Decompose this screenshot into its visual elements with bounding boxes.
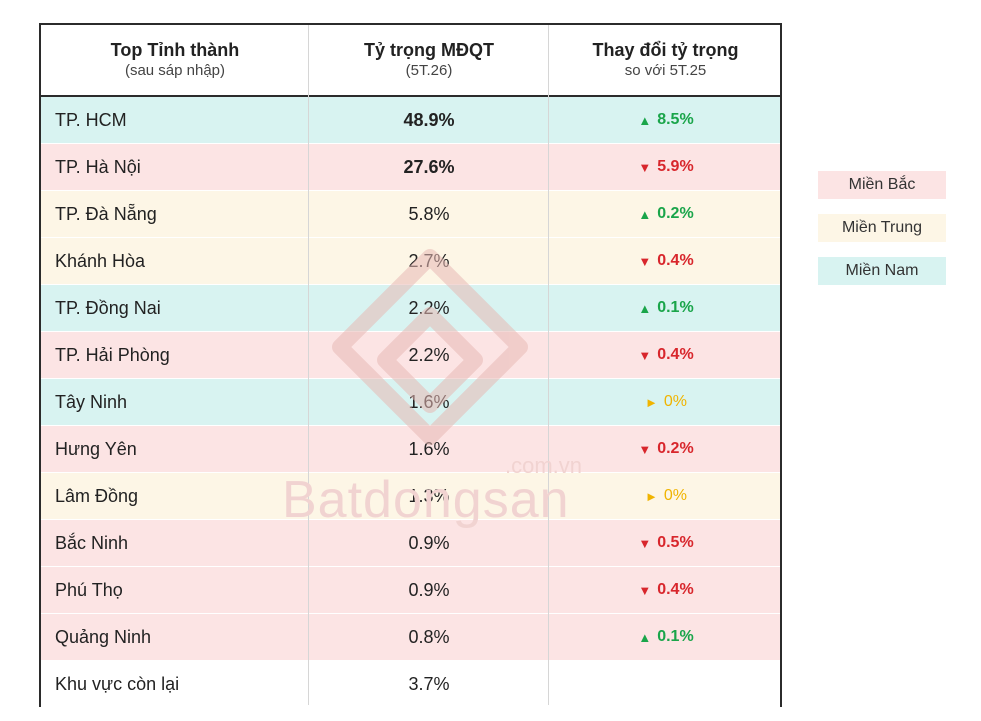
- table-row: Lâm Đồng 1.3% ► 0%: [41, 473, 780, 520]
- down-arrow-icon: ▼: [638, 159, 652, 175]
- change-value: 8.5%: [657, 111, 694, 128]
- table-row: TP. Hà Nội 27.6% ▼ 5.9%: [41, 144, 780, 191]
- right-arrow-icon: ►: [645, 394, 658, 410]
- share-value: 1.6%: [408, 438, 450, 459]
- header-change: Thay đổi tỷ trọng so với 5T.25: [549, 25, 782, 95]
- header-share: Tỷ trọng MĐQT (5T.26): [309, 25, 549, 95]
- header-change-subtitle: so với 5T.25: [624, 62, 707, 79]
- share-value: 2.2%: [408, 297, 450, 318]
- legend-item: Miền Nam: [818, 257, 946, 285]
- province-name: TP. Đà Nẵng: [55, 203, 157, 224]
- header-share-title: Tỷ trọng MĐQT: [364, 40, 494, 60]
- change-value: 0.4%: [657, 252, 694, 269]
- change-value: 0%: [663, 393, 687, 410]
- header-province-title: Top Tỉnh thành: [110, 40, 240, 60]
- province-name: Lâm Đồng: [55, 485, 139, 506]
- change-value: 0.2%: [657, 440, 694, 457]
- table-row: Hưng Yên 1.6% ▼ 0.2%: [41, 426, 780, 473]
- data-table: Top Tỉnh thành (sau sáp nhập) Tỷ trọng M…: [39, 23, 782, 707]
- change-cell: ► 0%: [550, 379, 782, 425]
- table-row: Khu vực còn lại 3.7%: [41, 661, 780, 707]
- share-value: 0.8%: [408, 626, 450, 647]
- table-row: TP. Đồng Nai 2.2% ▲ 0.1%: [41, 285, 780, 332]
- legend-item: Miền Bắc: [818, 171, 946, 199]
- right-arrow-icon: ►: [645, 488, 658, 504]
- table-row: Bắc Ninh 0.9% ▼ 0.5%: [41, 520, 780, 567]
- change-value: 0.1%: [657, 299, 694, 316]
- down-arrow-icon: ▼: [638, 441, 652, 457]
- change-value: 5.9%: [657, 158, 694, 175]
- column-divider: [308, 25, 309, 705]
- table-row: TP. HCM 48.9% ▲ 8.5%: [41, 97, 780, 144]
- change-cell: ▼ 0.4%: [550, 567, 782, 613]
- share-value: 5.8%: [408, 203, 450, 224]
- table-header: Top Tỉnh thành (sau sáp nhập) Tỷ trọng M…: [41, 25, 780, 95]
- header-divider: [41, 95, 780, 97]
- province-name: TP. Hải Phòng: [55, 344, 170, 365]
- change-cell: ▼ 0.4%: [550, 332, 782, 378]
- header-change-title: Thay đổi tỷ trọng: [592, 40, 739, 60]
- change-value: 0%: [663, 487, 687, 504]
- share-value: 0.9%: [408, 532, 450, 553]
- change-cell: ▼ 0.4%: [550, 238, 782, 284]
- change-cell: ▼ 0.5%: [550, 520, 782, 566]
- table-row: Khánh Hòa 2.7% ▼ 0.4%: [41, 238, 780, 285]
- up-arrow-icon: ▲: [638, 629, 652, 645]
- up-arrow-icon: ▲: [638, 112, 652, 128]
- legend-item: Miền Trung: [818, 214, 946, 242]
- change-value: 0.4%: [657, 581, 694, 598]
- province-name: TP. Hà Nội: [55, 156, 141, 177]
- change-cell: ▼ 5.9%: [550, 144, 782, 190]
- down-arrow-icon: ▼: [638, 535, 652, 551]
- table-row: Phú Thọ 0.9% ▼ 0.4%: [41, 567, 780, 614]
- change-cell: ▼ 0.2%: [550, 426, 782, 472]
- change-cell: ▲ 0.2%: [550, 191, 782, 237]
- down-arrow-icon: ▼: [638, 253, 652, 269]
- header-share-subtitle: (5T.26): [405, 62, 453, 79]
- up-arrow-icon: ▲: [638, 300, 652, 316]
- table-row: Tây Ninh 1.6% ► 0%: [41, 379, 780, 426]
- table-row: TP. Hải Phòng 2.2% ▼ 0.4%: [41, 332, 780, 379]
- share-value: 2.2%: [408, 344, 450, 365]
- up-arrow-icon: ▲: [638, 206, 652, 222]
- province-name: Bắc Ninh: [55, 532, 129, 553]
- province-name: Hưng Yên: [55, 438, 137, 459]
- share-value: 1.3%: [408, 485, 450, 506]
- province-name: Quảng Ninh: [55, 626, 152, 647]
- share-value: 48.9%: [403, 109, 455, 130]
- province-name: Phú Thọ: [55, 579, 123, 600]
- change-cell: ▲ 8.5%: [550, 97, 782, 143]
- change-cell: ▲ 0.1%: [550, 614, 782, 660]
- table-row: Quảng Ninh 0.8% ▲ 0.1%: [41, 614, 780, 661]
- down-arrow-icon: ▼: [638, 582, 652, 598]
- province-name: Khu vực còn lại: [55, 673, 180, 694]
- change-cell: ► 0%: [550, 473, 782, 519]
- share-value: 2.7%: [408, 250, 450, 271]
- share-value: 1.6%: [408, 391, 450, 412]
- header-province-subtitle: (sau sáp nhập): [124, 62, 226, 79]
- province-name: TP. HCM: [55, 109, 127, 130]
- change-value: 0.4%: [657, 346, 694, 363]
- province-name: Tây Ninh: [55, 391, 128, 412]
- province-name: Khánh Hòa: [55, 250, 146, 271]
- share-value: 3.7%: [408, 673, 450, 694]
- province-name: TP. Đồng Nai: [55, 297, 161, 318]
- change-value: 0.1%: [657, 628, 694, 645]
- column-divider: [548, 25, 549, 705]
- share-value: 0.9%: [408, 579, 450, 600]
- change-cell: [550, 661, 782, 707]
- down-arrow-icon: ▼: [638, 347, 652, 363]
- change-cell: ▲ 0.1%: [550, 285, 782, 331]
- change-value: 0.5%: [657, 534, 694, 551]
- change-value: 0.2%: [657, 205, 694, 222]
- share-value: 27.6%: [403, 156, 455, 177]
- table-row: TP. Đà Nẵng 5.8% ▲ 0.2%: [41, 191, 780, 238]
- header-province: Top Tỉnh thành (sau sáp nhập): [41, 25, 309, 95]
